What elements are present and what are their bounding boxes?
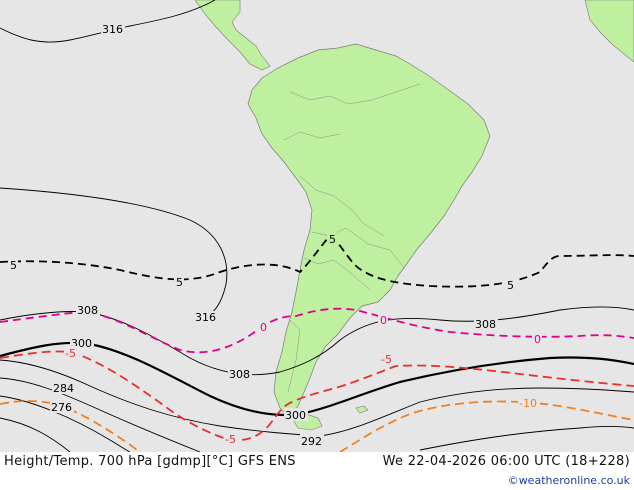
label-5-top: 5 <box>329 233 336 246</box>
zero-labels: 0 0 0 <box>258 313 542 346</box>
contour-316-mid <box>0 187 228 319</box>
label-308-mid: 308 <box>229 368 250 381</box>
valid-time: We 22-04-2026 06:00 UTC (18+228) <box>382 454 630 469</box>
label-0-right: 0 <box>534 333 541 346</box>
isotherm-plus5 <box>0 234 634 288</box>
label-284: 284 <box>53 382 74 395</box>
africa-land <box>584 0 634 63</box>
credit-link[interactable]: ©weatheronline.co.uk <box>507 474 630 487</box>
label-5-right: 5 <box>507 279 514 292</box>
label-m5-bottom: -5 <box>225 433 236 446</box>
label-316-mid: 316 <box>195 311 216 324</box>
label-308-left: 308 <box>77 304 98 317</box>
label-m10: -10 <box>519 397 537 410</box>
minus5-labels: -5 -5 -5 <box>64 346 396 446</box>
label-308-right: 308 <box>475 318 496 331</box>
label-m5-mid: -5 <box>381 353 392 366</box>
label-300-center: 300 <box>285 409 306 422</box>
central-america-land <box>194 0 271 71</box>
isotherm-minus10-b <box>339 400 634 452</box>
height-labels: 316 316 308 308 308 300 300 292 284 276 <box>50 22 498 448</box>
map-footer: Height/Temp. 700 hPa [gdmp][°C] GFS ENS … <box>0 452 634 490</box>
label-5-left: 5 <box>10 259 17 272</box>
contour-292-b <box>419 426 634 451</box>
label-0-left: 0 <box>260 321 267 334</box>
label-276: 276 <box>51 401 72 414</box>
label-292: 292 <box>301 435 322 448</box>
contour-284 <box>0 377 201 452</box>
label-0-mid: 0 <box>380 314 387 327</box>
contour-268 <box>0 417 71 452</box>
minus10-labels: -10 <box>518 396 540 410</box>
falklands-land <box>355 405 369 414</box>
label-316-top: 316 <box>102 23 123 36</box>
isotherm-minus5 <box>0 350 634 442</box>
map-canvas: 316 316 308 308 308 300 300 292 284 276 … <box>0 0 634 452</box>
chart-title: Height/Temp. 700 hPa [gdmp][°C] GFS ENS <box>4 454 296 469</box>
height-contours <box>0 0 634 452</box>
label-m5-left: -5 <box>65 347 76 360</box>
contour-276 <box>0 395 131 452</box>
label-5-mid: 5 <box>176 276 183 289</box>
plus5-labels: 5 5 5 5 <box>8 232 515 292</box>
south-america-land <box>247 43 491 419</box>
